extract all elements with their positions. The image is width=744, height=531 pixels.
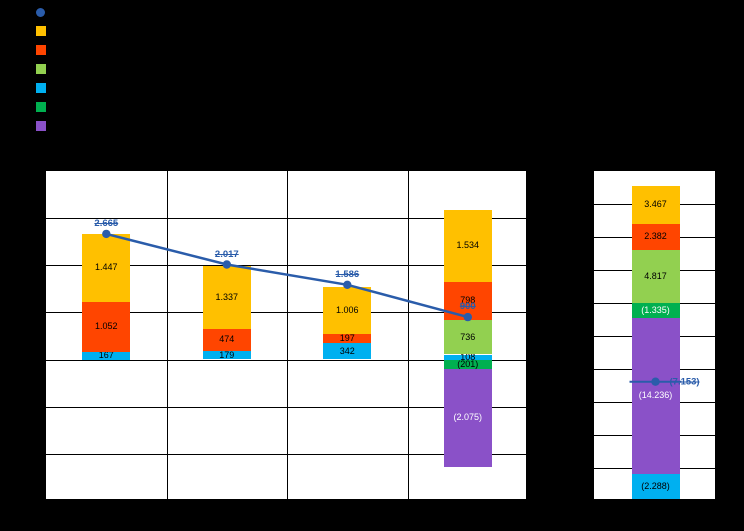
legend-item (36, 102, 53, 112)
line-point-marker-icon (343, 280, 352, 289)
gridline-vertical (166, 171, 168, 499)
line-point-marker-icon (222, 260, 231, 269)
line-point-marker-icon (651, 377, 660, 386)
line-series (629, 377, 682, 386)
gridline-horizontal (46, 312, 526, 314)
bar-segment-cyan: 108 (443, 351, 492, 362)
line-point-label: (7.153) (669, 376, 700, 388)
segment-label: 3.467 (644, 199, 667, 210)
gridline-vertical (407, 171, 409, 499)
bar-segment-orange_red: 2.382 (631, 223, 680, 250)
line-point-label: 2.017 (214, 248, 239, 260)
segment-label: (1.335) (641, 304, 670, 315)
segment-label: 1.337 (215, 291, 239, 302)
line-point-marker-icon (463, 312, 472, 322)
segment-label: 1.534 (456, 240, 480, 251)
bar-segment-dark_green: (1.335) (631, 303, 680, 318)
gridline-horizontal (46, 265, 526, 267)
legend-line-marker-icon (36, 7, 45, 17)
line-series (102, 229, 472, 322)
segment-label: 167 (98, 350, 114, 361)
segment-label: 798 (460, 295, 476, 306)
gridline-vertical (287, 171, 288, 499)
segment-label: 1.447 (95, 262, 118, 273)
segment-label: 342 (339, 345, 355, 356)
bar-segment-cyan: 342 (323, 343, 372, 360)
legend-item (36, 7, 53, 17)
bar-segment-yellow: 1.337 (202, 265, 251, 329)
legend-swatch-icon (36, 83, 46, 93)
legend-item (36, 83, 53, 93)
legend-item (36, 121, 53, 131)
bar-segment-purple: (2.075) (443, 369, 492, 467)
line-point-label: 2.665 (94, 217, 119, 229)
bar-segment-yellow: 1.006 (323, 286, 372, 335)
legend-item (36, 26, 53, 36)
segment-label: 4.817 (644, 271, 667, 281)
legend-item (36, 64, 53, 74)
bar-segment-yellow: 1.534 (443, 209, 492, 283)
segment-label: 108 (460, 351, 476, 362)
bar-segment-orange_red: 1.052 (82, 302, 131, 352)
bar-segment-orange_red: 197 (323, 333, 372, 344)
gridline-horizontal (46, 359, 526, 361)
segment-label: 179 (219, 349, 235, 360)
bar-segment-light_green: 736 (443, 319, 492, 355)
legend-swatch-icon (36, 102, 46, 112)
segment-label: 1.006 (336, 304, 359, 315)
segment-label: 197 (339, 333, 355, 344)
gridline-horizontal (46, 453, 526, 455)
segment-label: (2.075) (453, 412, 483, 423)
legend-item (36, 45, 53, 55)
segment-label: 474 (219, 334, 235, 345)
line-point-label: 900 (459, 301, 476, 313)
gridline-horizontal (46, 406, 526, 408)
segment-label: (14.236) (638, 390, 673, 401)
legend-swatch-icon (36, 64, 46, 74)
segment-label: 1.052 (95, 321, 118, 332)
bar-segment-yellow: 1.447 (82, 233, 131, 303)
bar-segment-dark_green: (201) (443, 358, 492, 370)
bar-segment-yellow: 3.467 (631, 185, 680, 224)
segment-label: (201) (457, 358, 479, 369)
legend-swatch-icon (36, 26, 46, 36)
segment-label: 2.382 (644, 231, 667, 242)
main-chart: 167 1.052 1.447 179 474 1.337 342 197 1.006 108 73… (45, 170, 527, 500)
segment-label: 736 (460, 331, 476, 342)
legend (36, 7, 53, 131)
legend-swatch-icon (36, 45, 46, 55)
bar-segment-cyan: 167 (82, 350, 131, 361)
line-path (105, 232, 469, 319)
segment-label: (2.288) (641, 481, 670, 492)
bar-segment-light_green: 4.817 (631, 250, 680, 303)
bar-segment-orange_red: 474 (202, 328, 251, 352)
gridline-horizontal (46, 218, 526, 220)
legend-swatch-icon (36, 121, 46, 131)
line-point-marker-icon (102, 229, 111, 239)
summary-chart: 4.817 2.382 3.467 (1.335) (14.236) (2.288) (7.… (593, 170, 716, 500)
bar-segment-purple: (14.236) (631, 317, 680, 475)
line-point-label: 1.586 (335, 268, 360, 280)
bar-segment-cyan: (2.288) (631, 474, 680, 500)
bar-segment-cyan: 179 (202, 349, 251, 360)
